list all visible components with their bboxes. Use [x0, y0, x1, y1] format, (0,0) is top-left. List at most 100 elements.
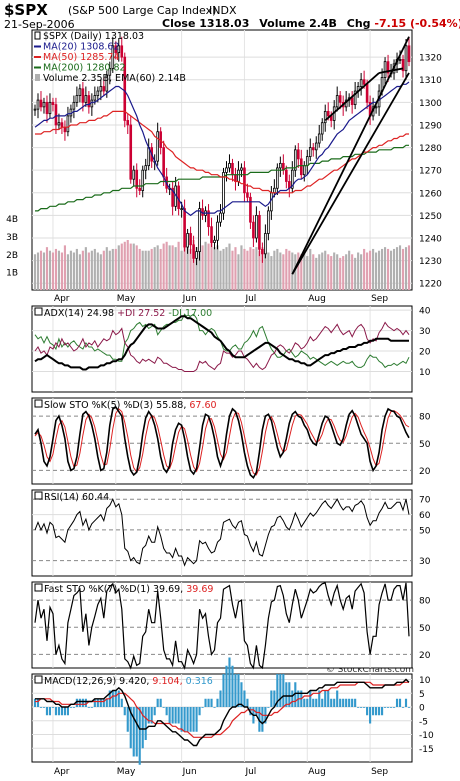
volume-bar	[141, 250, 144, 290]
macd-hist-bar	[381, 707, 384, 716]
volume-bar	[51, 252, 55, 290]
macd-hist-bar	[282, 674, 285, 707]
candle-body	[108, 68, 112, 76]
macd-hist-bar	[186, 707, 189, 732]
macd-hist-bar	[404, 698, 408, 707]
macd-hist-bar	[123, 707, 126, 716]
volume-bar	[165, 241, 168, 290]
price-axis-tick-label: 1260	[419, 189, 442, 199]
volume-bar	[66, 254, 69, 290]
volume-bar	[348, 250, 351, 290]
slow-sto-panel: 20 50 80 Slow STO %K(5) %D(3) 55.88, 67.60	[31, 397, 431, 485]
plus-di-line	[34, 321, 410, 372]
macd-hist-bar	[195, 707, 198, 732]
candle-body	[102, 86, 106, 92]
macd-hist-bar	[267, 707, 270, 708]
legend-swatch	[35, 74, 40, 81]
macd-hist-bar	[321, 698, 324, 707]
candle-body	[141, 169, 145, 191]
candle-body	[249, 196, 252, 223]
candle-body	[105, 74, 109, 92]
macd-hist-bar	[234, 674, 237, 707]
candle-body	[144, 165, 148, 171]
legend-volume: Volume 2.35B, EMA(60) 2.14B	[43, 73, 186, 84]
volume-bar	[234, 247, 237, 290]
chart-symbol: $SPX	[4, 1, 48, 19]
volume-bar	[342, 256, 345, 290]
macd-hist-bar	[401, 707, 405, 708]
month-label: Jun	[182, 767, 197, 777]
candle-body	[210, 226, 213, 243]
candle-body	[99, 86, 103, 92]
price-axis-tick-label: 1310	[419, 76, 442, 86]
slow-d-line	[34, 408, 410, 476]
price-axis-tick-label: 1230	[419, 257, 442, 267]
volume-bar	[372, 248, 375, 290]
candle-body	[320, 122, 324, 135]
volume-bar	[273, 250, 276, 290]
macd-hist-bar	[216, 698, 219, 707]
volume-bar	[201, 245, 204, 290]
macd-hist-bar	[183, 707, 186, 732]
legend-ma20: MA(20) 1308.62	[43, 42, 120, 53]
volume-bar	[156, 245, 159, 290]
macd-hist-bar	[144, 707, 147, 740]
volume-bar	[162, 243, 165, 290]
slow-k-line	[34, 406, 410, 479]
volume-bar	[198, 245, 201, 290]
month-label: Jul	[244, 294, 256, 304]
candle-body	[111, 45, 115, 69]
macd-hist-bar	[333, 698, 336, 707]
candle-body	[216, 221, 219, 241]
close-label: Close	[162, 17, 196, 30]
candle-body	[177, 185, 180, 210]
volume-bar	[90, 250, 93, 290]
volume-bar	[60, 252, 63, 290]
macd-hist-bar	[66, 707, 69, 716]
macd-hist-bar	[135, 707, 138, 757]
slowsto-legend-part: Slow STO %K(5) %D(3) 55.88,	[44, 400, 189, 411]
candle-body	[338, 95, 342, 103]
volume-bar	[177, 241, 180, 290]
macd-hist-bar	[81, 698, 84, 707]
macd-hist-bar	[324, 690, 327, 707]
volume-bar	[135, 245, 138, 290]
minus-di-line	[34, 313, 410, 369]
volume-bar	[129, 243, 132, 290]
faststo-legend-part: Fast STO %K(7) %D(1) 39.69,	[44, 584, 186, 595]
faststo-legend: Fast STO %K(7) %D(1) 39.69, 39.69	[44, 584, 213, 595]
macd-hist-bar	[159, 698, 162, 707]
macd-panel: -15 -10 -5 0 5 10 MACD(12,26,9) 9.420, 9.104, …	[31, 657, 434, 777]
macd-hist-bar	[225, 665, 228, 707]
macd-hist-bar	[177, 707, 180, 724]
month-label: Sep	[371, 294, 388, 304]
volume-bar	[171, 245, 174, 290]
candle-body	[156, 131, 159, 162]
macd-hist-bar	[153, 707, 156, 716]
volume-bar	[180, 250, 183, 290]
macd-hist-bar	[96, 698, 99, 707]
volume-bar	[386, 248, 390, 290]
macd-hist-bar	[105, 698, 108, 707]
macd-hist-bar	[255, 707, 258, 716]
macd-hist-bar	[270, 690, 273, 707]
candle-body	[386, 61, 390, 74]
candle-body	[279, 162, 282, 169]
macd-legend-part: MACD(12,26,9) 9.420,	[44, 676, 152, 687]
macd-hist-bar	[327, 690, 330, 707]
volume-bar	[207, 243, 210, 290]
month-label: Apr	[54, 767, 70, 777]
macd-hist-bar	[141, 707, 144, 749]
volume-bar	[240, 245, 243, 290]
macd-hist-bar	[345, 698, 348, 707]
candle-body	[57, 122, 61, 126]
rsi-legend: RSI(14) 60.44	[44, 492, 109, 503]
candle-body	[219, 212, 222, 223]
macd-hist-bar	[180, 707, 183, 732]
trendline	[291, 72, 410, 275]
macd-hist-bar	[315, 698, 318, 707]
macd-hist-bar	[276, 674, 279, 707]
candle-body	[285, 169, 288, 182]
macd-hist-bar	[383, 707, 387, 708]
macd-hist-bar	[174, 707, 177, 724]
